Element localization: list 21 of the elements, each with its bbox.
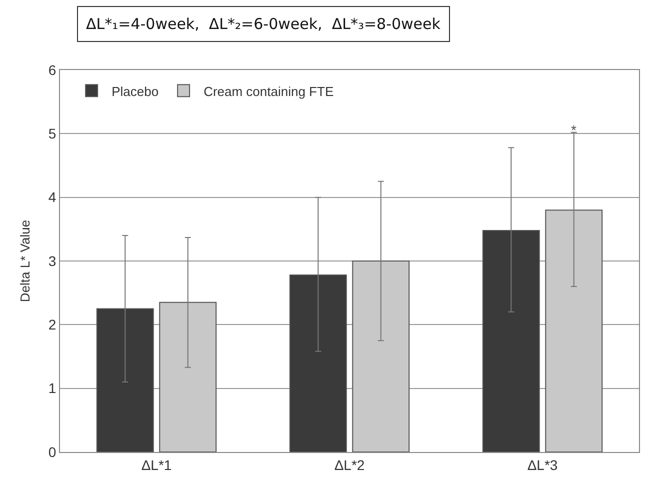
bar [289, 274, 347, 452]
legend-label: Cream containing FTE [204, 84, 334, 99]
bar [159, 302, 217, 452]
x-tick-label: ΔL*2 [334, 456, 365, 473]
y-tick-label: 4 [48, 189, 56, 206]
x-tick-label: ΔL*1 [141, 456, 172, 473]
chart-title: ΔL*₁=4-0week, ΔL*₂=6-0week, ΔL*₃=8-0week [86, 15, 441, 33]
y-tick-label: 1 [48, 380, 56, 396]
y-tick-label: 0 [48, 444, 56, 460]
y-tick-label: 3 [48, 252, 56, 269]
bar [96, 308, 154, 452]
bar [482, 230, 540, 452]
y-tick-label: 5 [48, 126, 56, 142]
y-tick-label: 6 [48, 62, 56, 78]
bar [352, 260, 410, 452]
bar [545, 210, 603, 452]
legend-label: Placebo [112, 84, 159, 99]
annotation: * [571, 122, 577, 138]
y-axis-title: Delta L* Value [17, 220, 32, 302]
x-tick-label: ΔL*3 [527, 456, 558, 473]
y-tick-label: 2 [48, 316, 56, 333]
